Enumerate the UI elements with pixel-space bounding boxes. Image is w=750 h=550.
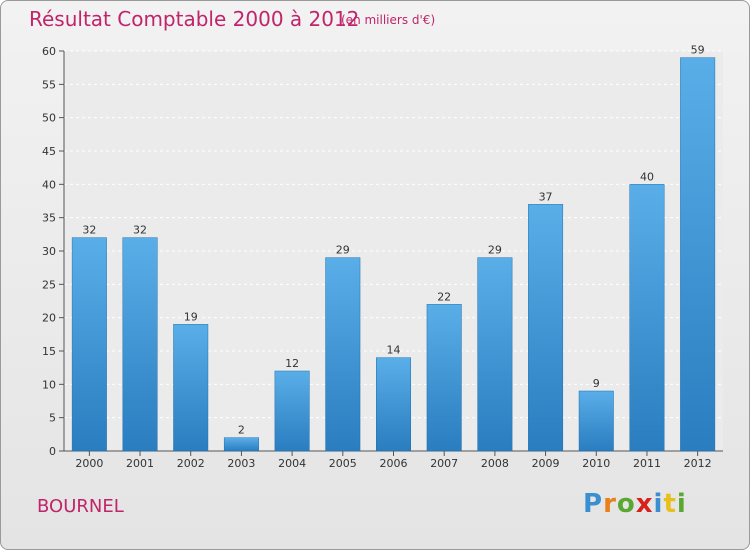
y-tick-label: 50 bbox=[42, 112, 56, 125]
x-tick-label-2012: 2012 bbox=[684, 457, 712, 470]
bar-2008 bbox=[477, 257, 513, 452]
y-tick-label: 30 bbox=[42, 245, 56, 258]
y-tick-label: 35 bbox=[42, 212, 56, 225]
logo-letter: x bbox=[635, 489, 654, 519]
data-label-2005: 29 bbox=[336, 244, 350, 257]
logo-letter: o bbox=[616, 489, 636, 519]
x-tick-label-2003: 2003 bbox=[227, 457, 255, 470]
chart-subtitle: (en milliers d'€) bbox=[341, 13, 436, 27]
data-label-2000: 32 bbox=[82, 224, 96, 237]
bar-2004 bbox=[274, 370, 310, 452]
bar-2006 bbox=[376, 357, 411, 452]
data-label-2003: 2 bbox=[238, 424, 245, 437]
data-label-2009: 37 bbox=[539, 190, 553, 203]
y-tick-label: 25 bbox=[42, 278, 56, 291]
data-label-2006: 14 bbox=[387, 344, 401, 357]
y-tick-label: 20 bbox=[42, 312, 56, 325]
data-label-2011: 40 bbox=[640, 170, 654, 183]
data-label-2012: 59 bbox=[691, 44, 705, 57]
y-tick-label: 0 bbox=[49, 445, 56, 458]
bar-2011 bbox=[629, 184, 665, 452]
x-tick-label-2002: 2002 bbox=[177, 457, 205, 470]
y-tick-label: 15 bbox=[42, 345, 56, 358]
data-label-2007: 22 bbox=[437, 290, 451, 303]
y-tick-label: 55 bbox=[42, 78, 56, 91]
x-tick-label-2008: 2008 bbox=[481, 457, 509, 470]
data-label-2004: 12 bbox=[285, 357, 299, 370]
data-label-2010: 9 bbox=[593, 377, 600, 390]
x-tick-label-2000: 2000 bbox=[75, 457, 103, 470]
x-tick-label-2001: 2001 bbox=[126, 457, 154, 470]
y-tick-label: 40 bbox=[42, 178, 56, 191]
logo-letter: i bbox=[653, 489, 664, 519]
bar-2001 bbox=[122, 237, 158, 452]
y-tick-label: 5 bbox=[49, 412, 56, 425]
logo-letter: t bbox=[663, 489, 677, 519]
data-label-2002: 19 bbox=[184, 310, 198, 323]
location-name: BOURNEL bbox=[37, 496, 124, 517]
x-tick-label-2011: 2011 bbox=[633, 457, 661, 470]
x-tick-label-2007: 2007 bbox=[430, 457, 458, 470]
bar-2002 bbox=[173, 324, 209, 452]
data-label-2008: 29 bbox=[488, 244, 502, 257]
x-tick-label-2004: 2004 bbox=[278, 457, 306, 470]
data-label-2001: 32 bbox=[133, 224, 147, 237]
logo-letter: P bbox=[583, 489, 604, 519]
logo-letter: r bbox=[603, 489, 617, 519]
x-tick-label-2005: 2005 bbox=[329, 457, 357, 470]
y-tick-label: 10 bbox=[42, 378, 56, 391]
x-tick-label-2010: 2010 bbox=[582, 457, 610, 470]
bar-2009 bbox=[528, 204, 564, 452]
logo-letter: i bbox=[676, 489, 687, 519]
y-tick-label: 60 bbox=[42, 45, 56, 58]
bar-2000 bbox=[71, 237, 107, 452]
bar-2007 bbox=[426, 304, 462, 452]
bar-2003 bbox=[223, 437, 259, 452]
bar-2012 bbox=[680, 57, 716, 452]
x-tick-label-2006: 2006 bbox=[380, 457, 408, 470]
y-tick-label: 45 bbox=[42, 145, 56, 158]
chart-title: Résultat Comptable 2000 à 2012 bbox=[29, 7, 360, 31]
bar-2005 bbox=[325, 257, 361, 452]
proxiti-logo: Proxiti bbox=[583, 489, 687, 519]
bar-2010 bbox=[578, 390, 614, 452]
x-tick-label-2009: 2009 bbox=[532, 457, 560, 470]
